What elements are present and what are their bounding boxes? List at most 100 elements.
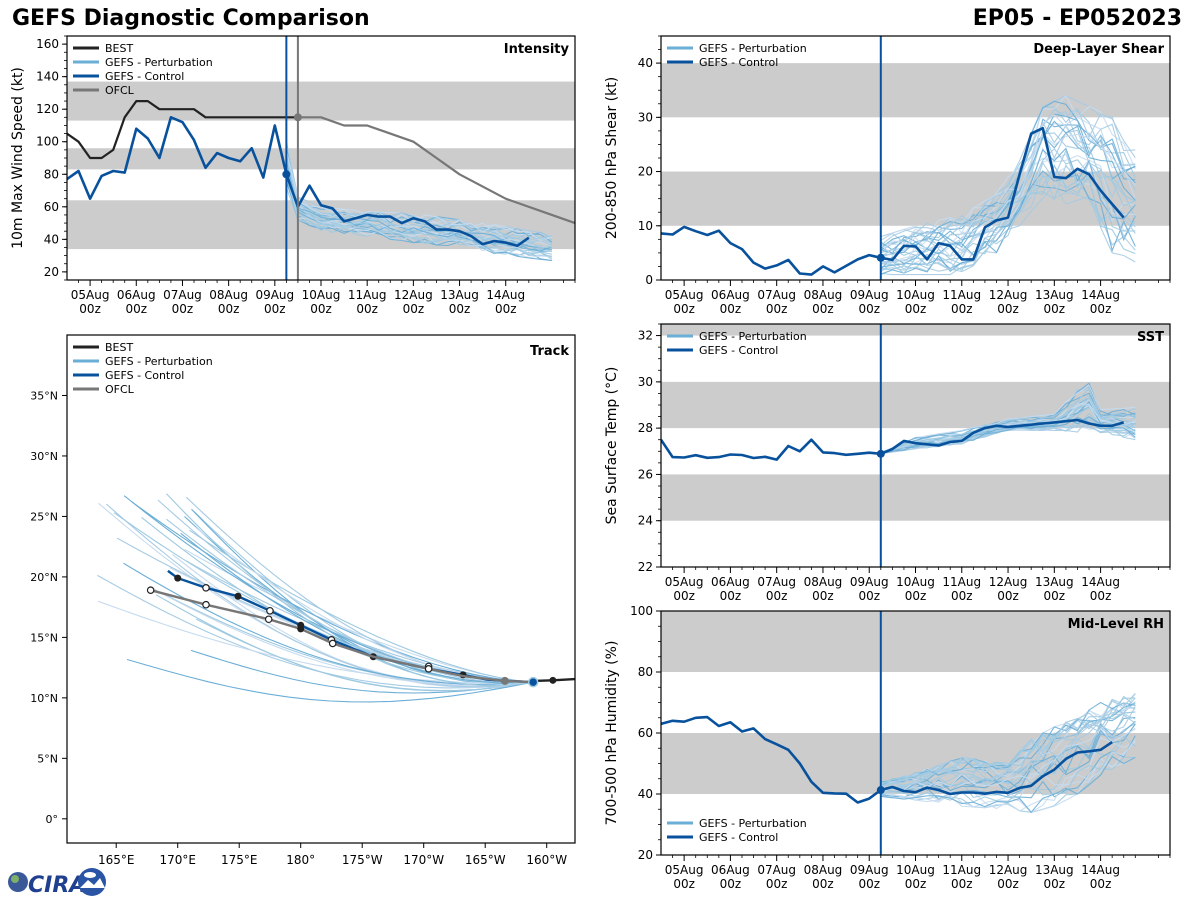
rh-ylabel: 700-500 hPa Humidity (%) (604, 641, 620, 826)
rh-xtick-sublabel: 00z (766, 877, 788, 891)
rh-xtick-sublabel: 00z (720, 877, 742, 891)
sst-xtick-sublabel: 00z (720, 589, 742, 603)
rh-gefs-control-line (661, 715, 1113, 804)
sst-xtick-sublabel: 00z (951, 589, 973, 603)
rh-xtick-sublabel: 00z (997, 877, 1019, 891)
shear-perturbation-line (880, 149, 1136, 266)
sst-xtick-label: 07Aug (757, 575, 796, 589)
track-legend-label: GEFS - Perturbation (105, 355, 213, 368)
shear-xtick-sublabel: 00z (812, 302, 834, 316)
track-perturbation-line (184, 548, 534, 683)
sst-xtick-sublabel: 00z (858, 589, 880, 603)
intensity-xtick-label: 11Aug (348, 288, 387, 302)
rh-legend-label: GEFS - Control (699, 831, 778, 844)
track-ytick-label: 0° (46, 813, 59, 826)
shear-xtick-label: 13Aug (1035, 288, 1074, 302)
rh-panel-title: Mid-Level RH (1068, 617, 1164, 632)
sst-perturbation-line (880, 392, 1136, 454)
track-ytick-label: 20°N (30, 571, 58, 584)
shear-ylabel: 200-850 hPa Shear (kt) (604, 77, 620, 239)
shear-perturbation-line (880, 170, 1136, 275)
sst-ytick-label: 24 (638, 514, 653, 528)
intensity-xtick-label: 07Aug (163, 288, 202, 302)
intensity-xtick-label: 14Aug (486, 288, 525, 302)
track-ytick-label: 30°N (30, 450, 58, 463)
logo-text: CIRA (28, 873, 86, 898)
shear-band (661, 63, 1170, 118)
track-ytick-label: 15°N (30, 631, 58, 644)
shear-xtick-sublabel: 00z (858, 302, 880, 316)
sst-perturbation-line (880, 384, 1136, 453)
rh-panel: 2040608010005Aug00z06Aug00z07Aug00z08Aug… (604, 604, 1171, 891)
rh-xtick-sublabel: 00z (673, 877, 695, 891)
intensity-xtick-label: 13Aug (440, 288, 479, 302)
intensity-xtick-label: 06Aug (117, 288, 156, 302)
track-ytick-label: 35°N (30, 389, 58, 402)
shear-xtick-sublabel: 00z (766, 302, 788, 316)
track-legend-label: BEST (105, 341, 133, 354)
shear-xtick-sublabel: 00z (951, 302, 973, 316)
sst-ytick-label: 22 (638, 560, 653, 574)
track-init-point (527, 676, 539, 688)
rh-perturbation-line (880, 695, 1136, 786)
track-point-filled (234, 592, 242, 600)
shear-perturbation-line (880, 147, 1136, 268)
intensity-xtick-label: 09Aug (255, 288, 294, 302)
shear-xtick-label: 11Aug (942, 288, 981, 302)
intensity-ylabel: 10m Max Wind Speed (kt) (10, 67, 26, 249)
rh-xtick-sublabel: 00z (1090, 877, 1112, 891)
rh-xtick-sublabel: 00z (812, 877, 834, 891)
shear-ytick-label: 30 (638, 110, 653, 124)
track-xtick-label: 175°E (221, 853, 258, 867)
rh-perturbation-line (880, 714, 1136, 790)
sst-band (661, 474, 1170, 521)
rh-ytick-label: 100 (630, 604, 653, 618)
sst-panel: 22242628303205Aug00z06Aug00z07Aug00z08Au… (604, 323, 1171, 603)
sst-xtick-sublabel: 00z (905, 589, 927, 603)
shear-xtick-label: 06Aug (711, 288, 750, 302)
track-point-open (146, 586, 155, 595)
intensity-ytick-label: 40 (44, 232, 59, 246)
intensity-ytick-label: 80 (44, 167, 59, 181)
intensity-ytick-label: 140 (36, 70, 59, 84)
track-gefs-control-line (167, 569, 534, 684)
intensity-xtick-sublabel: 00z (449, 302, 471, 316)
globe-land-icon (11, 875, 19, 883)
track-perturbation-line (189, 529, 534, 683)
rh-xtick-sublabel: 00z (1044, 877, 1066, 891)
track-perturbation-line (126, 658, 534, 703)
track-point-open (424, 665, 433, 673)
rh-xtick-label: 11Aug (942, 863, 981, 877)
sst-xtick-label: 11Aug (942, 575, 981, 589)
rh-xtick-sublabel: 00z (905, 877, 927, 891)
sst-ytick-label: 30 (638, 375, 653, 389)
rh-ytick-label: 80 (638, 665, 653, 679)
track-xtick-label: 180° (286, 853, 315, 867)
sst-legend-label: GEFS - Perturbation (699, 330, 807, 343)
intensity-xtick-sublabel: 00z (79, 302, 101, 316)
sst-perturbation-line (880, 387, 1136, 454)
intensity-xtick-sublabel: 00z (310, 302, 332, 316)
sst-gefs-control-line (661, 418, 1125, 461)
sst-legend-label: GEFS - Control (699, 344, 778, 357)
shear-perturbation-line (880, 105, 1136, 244)
rh-perturbation-line (880, 698, 1136, 785)
track-point-open (202, 583, 210, 592)
shear-perturbation-line (880, 164, 1136, 274)
rh-perturbation-line (880, 698, 1136, 783)
track-perturbation-line (193, 511, 534, 685)
shear-perturbation-line (880, 153, 1136, 264)
intensity-xtick-sublabel: 00z (403, 302, 425, 316)
rh-perturbation-line (880, 706, 1136, 787)
intensity-xtick-sublabel: 00z (495, 302, 517, 316)
intensity-ytick-label: 60 (44, 200, 59, 214)
rh-xtick-sublabel: 00z (951, 877, 973, 891)
shear-xtick-sublabel: 00z (673, 302, 695, 316)
rh-xtick-label: 12Aug (989, 863, 1028, 877)
track-ytick-label: 5°N (37, 752, 58, 765)
sst-band (661, 324, 1170, 336)
shear-xtick-label: 08Aug (804, 288, 843, 302)
shear-xtick-label: 10Aug (896, 288, 935, 302)
shear-gefs-control-line (661, 126, 1125, 276)
